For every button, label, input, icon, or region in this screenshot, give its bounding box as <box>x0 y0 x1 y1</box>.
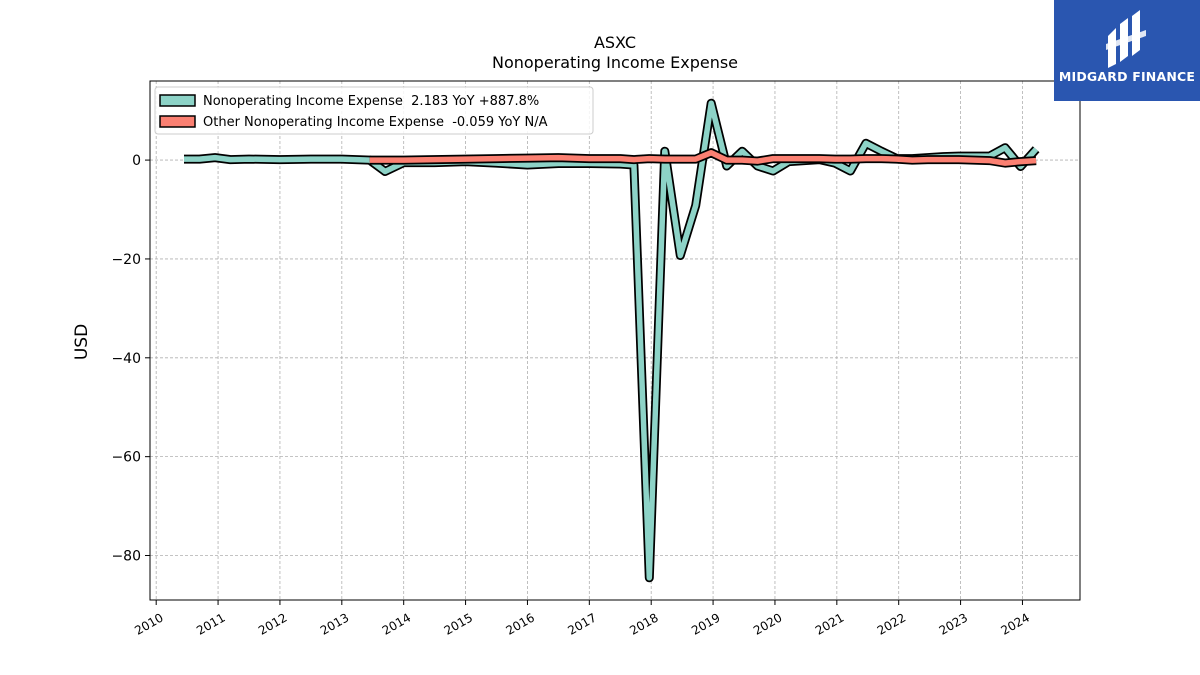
chart-subtitle: Nonoperating Income Expense <box>492 53 738 72</box>
x-tick-label: 2023 <box>937 610 970 637</box>
y-tick-label: −60 <box>111 450 141 466</box>
y-tick-label: −20 <box>111 252 141 268</box>
legend-label-other-nonoperating: Other Nonoperating Income Expense -0.059… <box>203 115 548 130</box>
chart-title: ASXC <box>594 33 636 52</box>
x-tick-label: 2016 <box>503 610 536 637</box>
x-tick-label: 2014 <box>380 610 413 637</box>
legend-swatch-other-nonoperating <box>159 115 196 128</box>
logo-text: MIDGARD FINANCE <box>1058 69 1196 84</box>
x-tick-label: 2021 <box>813 610 846 637</box>
y-tick-label: −40 <box>111 351 141 367</box>
series-outline-nonoperating <box>184 98 1040 583</box>
x-tick-label: 2015 <box>442 610 475 637</box>
y-axis-label: USD <box>72 324 92 360</box>
plot-frame <box>149 80 1081 601</box>
x-tick-label: 2018 <box>627 610 660 637</box>
midgard-finance-logo: MIDGARD FINANCE <box>1054 0 1200 101</box>
axes: 2010 2011 2012 2013 2014 2015 2016 2017 2018 2019… <box>111 153 1032 638</box>
midgard-logo-icon <box>1106 10 1146 68</box>
x-tick-label: 2020 <box>751 610 784 637</box>
series-layer <box>184 98 1040 583</box>
legend-label-nonoperating: Nonoperating Income Expense 2.183 YoY +8… <box>203 94 539 109</box>
x-tick-label: 2017 <box>565 610 598 637</box>
y-tick-label: −80 <box>111 549 141 565</box>
x-tick-label: 2019 <box>689 610 722 637</box>
y-tick-label: 0 <box>132 153 141 169</box>
legend-swatch-nonoperating <box>159 94 196 107</box>
x-tick-label: 2013 <box>318 610 351 637</box>
x-tick-label: 2024 <box>999 610 1032 637</box>
x-tick-label: 2011 <box>194 610 227 637</box>
series-line-other-nonoperating <box>369 149 1037 166</box>
x-tick-label: 2022 <box>875 610 908 637</box>
x-tick-label: 2010 <box>132 610 165 637</box>
legend-box <box>154 86 594 135</box>
series-line-nonoperating <box>184 100 1039 581</box>
x-tick-label: 2012 <box>256 610 289 637</box>
legend: Nonoperating Income Expense 2.183 YoY +8… <box>154 86 594 135</box>
